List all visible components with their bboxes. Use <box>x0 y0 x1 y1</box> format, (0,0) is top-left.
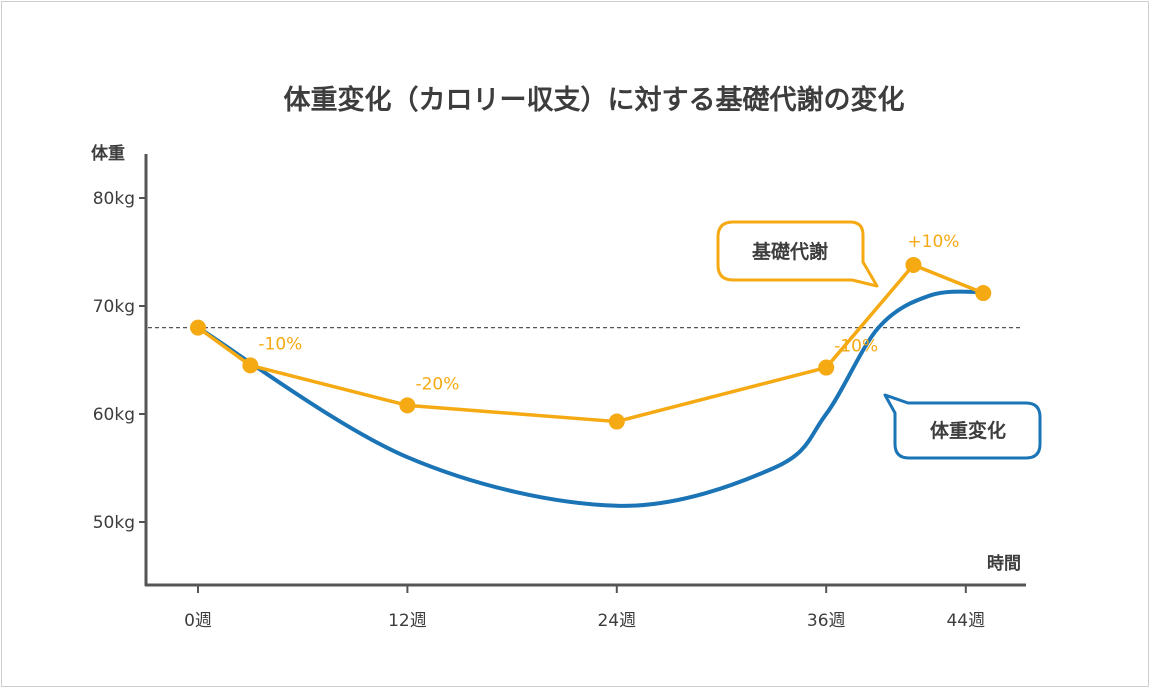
callout-weight-box <box>883 393 1042 460</box>
x-tick-label: 12週 <box>388 611 427 631</box>
y-tick-label: 60kg <box>93 405 135 425</box>
bmr-points <box>190 256 992 430</box>
series-weight-line <box>196 289 986 508</box>
x-tick-label: 24週 <box>597 611 636 631</box>
y-axis-label: 体重 <box>91 143 125 164</box>
x-tick-label: 36週 <box>807 611 846 631</box>
bmr-point-label: -20% <box>415 374 459 394</box>
x-tick-label: 0週 <box>184 611 212 631</box>
bmr-point <box>190 319 206 336</box>
legend-callout-bmr: 基礎代謝 <box>716 220 879 288</box>
bmr-point <box>905 256 922 273</box>
y-tick-label: 70kg <box>93 297 135 317</box>
y-tick-label: 80kg <box>93 189 135 209</box>
x-axis-label: 時間 <box>987 553 1021 574</box>
bmr-point <box>399 397 416 414</box>
bmr-point-label: -10% <box>258 334 302 354</box>
bmr-point-label: +10% <box>907 232 959 252</box>
callout-weight-label: 体重変化 <box>930 419 1006 442</box>
bmr-labels: -10% -20% -10% +10% <box>258 232 959 394</box>
legend-callout-weight: 体重変化 <box>883 393 1042 460</box>
callout-bmr-label: 基礎代謝 <box>751 240 828 263</box>
y-tick-label: 50kg <box>93 513 135 533</box>
y-ticks: 80kg 70kg 60kg 50kg <box>93 189 146 533</box>
bmr-point-label: -10% <box>834 337 878 357</box>
x-tick-label: 44週 <box>946 611 985 631</box>
bmr-point <box>975 285 992 302</box>
chart-title: 体重変化（カロリー収支）に対する基礎代謝の変化 <box>284 84 905 116</box>
x-ticks: 0週 12週 24週 36週 44週 <box>184 585 985 631</box>
bmr-point <box>242 357 259 374</box>
bmr-point <box>608 413 625 430</box>
bmr-point <box>818 359 835 376</box>
callout-bmr-box <box>716 220 879 288</box>
